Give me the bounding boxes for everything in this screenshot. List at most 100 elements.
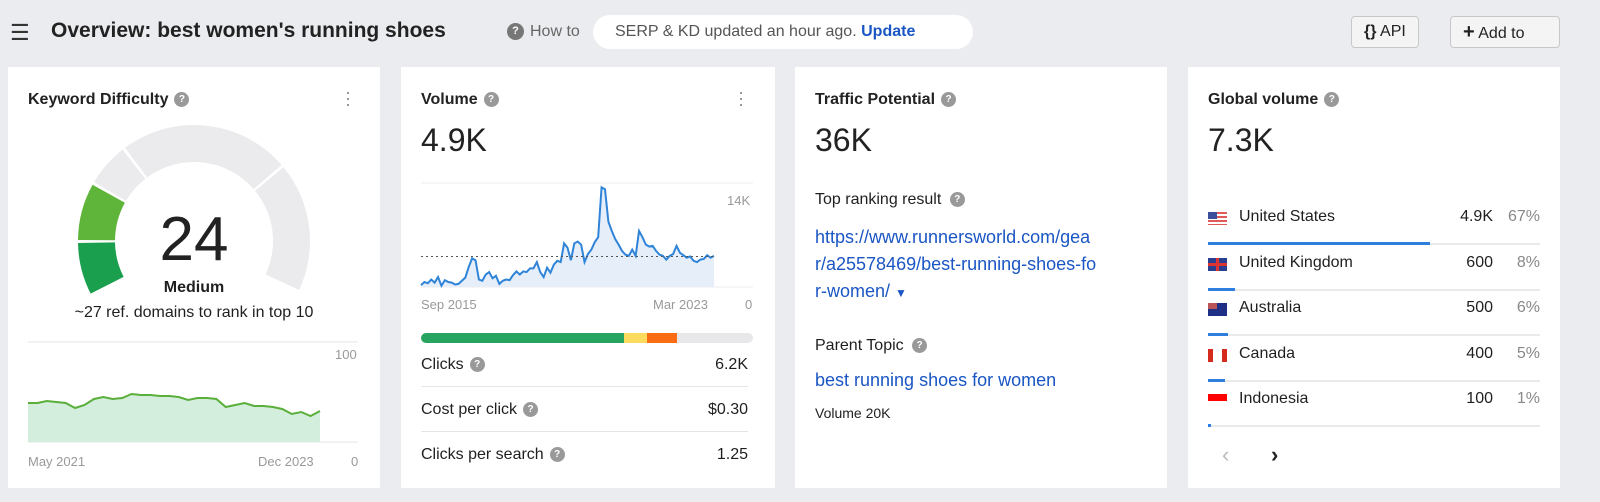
kd-history-line — [28, 392, 321, 418]
add-to-label: Add to — [1478, 25, 1525, 42]
traffic-title: Traffic Potential — [815, 91, 936, 108]
country-row[interactable]: United States 4.9K 67% — [1208, 200, 1540, 245]
previous-page-icon[interactable]: ‹ — [1222, 442, 1230, 467]
share-track — [1208, 288, 1540, 291]
help-icon[interactable]: ? — [549, 447, 565, 463]
traffic-potential-card: Traffic Potential? 36K Top ranking resul… — [795, 67, 1167, 488]
metric-row: Clicks? 6.2K — [421, 342, 748, 387]
us-flag-icon — [1208, 212, 1227, 225]
country-volume: 4.9K — [1460, 208, 1493, 225]
card-title: Traffic Potential? — [815, 91, 957, 109]
braces-icon: {} — [1364, 23, 1377, 40]
kd-score: 24 — [159, 205, 229, 274]
global-title: Global volume — [1208, 91, 1319, 108]
card-title: Volume? — [421, 91, 499, 109]
help-icon[interactable]: ? — [483, 92, 499, 108]
volume-history-chart — [420, 182, 753, 289]
page-header: ☰ Overview: best women's running shoes ?… — [0, 0, 1600, 65]
help-icon[interactable]: ? — [949, 192, 965, 208]
kd-subtitle: ~27 ref. domains to rank in top 10 — [74, 304, 314, 321]
country-percent: 67% — [1507, 208, 1540, 225]
kd-gauge — [78, 125, 310, 294]
volume-history-area — [421, 187, 714, 287]
how-to-link[interactable]: ? How to — [507, 23, 580, 41]
how-to-label: How to — [530, 23, 580, 40]
parent-topic-label: Parent Topic ? — [815, 337, 928, 355]
global-volume-value: 7.3K — [1208, 122, 1274, 158]
share-track — [1208, 425, 1540, 427]
clicks-bar-segment — [623, 333, 647, 343]
gauge-segment — [254, 167, 310, 291]
share-track — [1208, 379, 1540, 382]
country-row[interactable]: United Kingdom 600 8% — [1208, 246, 1540, 291]
volume-axis-min: 0 — [745, 297, 753, 312]
top-ranking-text: Top ranking result — [815, 191, 942, 208]
kd-axis-max: 100 — [335, 347, 357, 362]
more-options-icon[interactable]: · · · — [738, 82, 744, 114]
help-icon[interactable]: ? — [469, 357, 485, 373]
kd-history-chart — [28, 341, 358, 443]
keyword-difficulty-card: Keyword Difficulty? · · · 24 Medium ~27 re… — [8, 67, 380, 488]
top-ranking-label: Top ranking result ? — [815, 191, 965, 209]
card-title: Global volume? — [1208, 91, 1340, 109]
kd-level: Medium — [163, 279, 225, 296]
share-track — [1208, 334, 1540, 336]
country-percent: 5% — [1516, 344, 1540, 362]
hamburger-menu-icon[interactable]: ☰ — [10, 20, 30, 45]
id-flag-icon — [1208, 394, 1227, 407]
country-volume: 600 — [1466, 253, 1493, 271]
country-percent: 1% — [1516, 390, 1540, 407]
help-icon: ? — [507, 23, 524, 41]
help-icon[interactable]: ? — [174, 92, 190, 108]
update-status: SERP & KD updated an hour ago. Update — [593, 15, 973, 49]
parent-topic-link[interactable]: best running shoes for women — [815, 370, 1057, 390]
parent-topic-text: Parent Topic — [815, 337, 904, 354]
help-icon[interactable]: ? — [912, 338, 928, 354]
card-title: Keyword Difficulty? — [28, 91, 190, 109]
add-to-button[interactable]: + Add to — [1450, 16, 1560, 48]
volume-history-line — [420, 185, 715, 289]
kd-start-date: May 2021 — [28, 454, 86, 469]
help-icon[interactable]: ? — [941, 92, 957, 108]
caret-down-icon[interactable]: ▼ — [895, 286, 907, 300]
au-flag-icon — [1208, 303, 1227, 316]
country-volume: 500 — [1466, 299, 1493, 316]
url-line: https://www.runnersworld.com/gea — [815, 227, 1091, 247]
help-icon[interactable]: ? — [523, 402, 539, 418]
country-row[interactable]: Indonesia 100 1% — [1208, 382, 1540, 427]
top-ranking-url[interactable]: https://www.runnersworld.com/gea r/a25578… — [815, 224, 1096, 307]
status-text: SERP & KD updated an hour ago. — [615, 23, 857, 40]
next-page-icon[interactable]: › — [1271, 442, 1279, 467]
metric-label: Clicks — [421, 356, 464, 373]
more-options-icon[interactable]: · · · — [345, 82, 351, 114]
metric-row: Cost per click? $0.30 — [421, 387, 748, 432]
kd-axis-min: 0 — [351, 454, 359, 469]
parent-topic-volume: Volume 20K — [815, 405, 891, 421]
page-title: Overview: best women's running shoes — [51, 19, 446, 42]
country-row[interactable]: Australia 500 6% — [1208, 291, 1540, 336]
country-name: Australia — [1239, 299, 1302, 316]
gauge-segment — [125, 125, 282, 190]
clicks-distribution-bar — [421, 333, 753, 343]
volume-value: 4.9K — [421, 122, 487, 158]
volume-start-date: Sep 2015 — [421, 297, 477, 312]
country-row[interactable]: Canada 400 5% — [1208, 337, 1540, 382]
clicks-bar-segment — [676, 333, 753, 343]
clicks-bar-segment — [646, 333, 677, 343]
metric-value: 1.25 — [716, 446, 748, 463]
url-line: r/a25578469/best-running-shoes-fo — [815, 254, 1097, 274]
country-volume: 400 — [1466, 344, 1493, 362]
plus-icon: + — [1463, 21, 1475, 43]
country-name: United States — [1239, 208, 1336, 225]
gauge-segment — [78, 184, 125, 241]
url-line: r-women/ — [815, 281, 891, 301]
country-name: United Kingdom — [1239, 253, 1353, 271]
volume-card: Volume? · · · 4.9K 14K 0 Sep 2015 Mar 2023… — [401, 67, 775, 488]
country-percent: 8% — [1516, 253, 1540, 271]
update-link[interactable]: Update — [861, 23, 916, 40]
help-icon[interactable]: ? — [1324, 92, 1340, 108]
volume-end-date: Mar 2023 — [653, 297, 708, 312]
country-percent: 6% — [1516, 299, 1540, 316]
api-button[interactable]: {} API — [1351, 16, 1419, 48]
metric-label: Clicks per search — [421, 446, 544, 463]
